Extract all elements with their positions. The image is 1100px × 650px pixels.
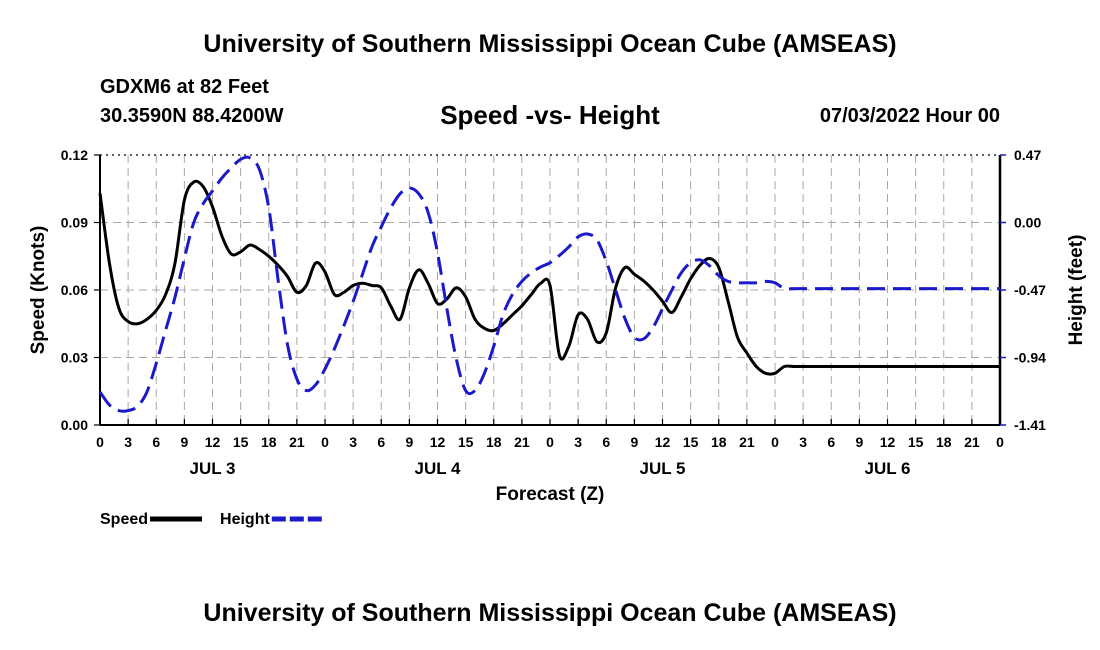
y-axis-title: Speed (Knots) [28,226,49,355]
x-tick-label: 21 [964,434,980,450]
chart-subtitle: Speed -vs- Height [440,100,660,130]
y2-axis-title: Height (feet) [1066,235,1087,346]
y2-tick-label: -1.41 [1014,417,1046,433]
x-tick-label: 21 [739,434,755,450]
x-tick-label: 9 [405,434,413,450]
y-tick-label: 0.12 [61,147,88,163]
x-tick-label: 0 [546,434,554,450]
day-label: JUL 5 [640,459,686,478]
y-tick-label: 0.06 [61,282,88,298]
run-time: 07/03/2022 Hour 00 [819,105,1000,127]
x-tick-label: 3 [574,434,582,450]
station-coords: 30.3590N 88.4200W [100,105,284,127]
day-label: JUL 3 [190,459,236,478]
series-line-height [98,155,1000,413]
x-tick-label: 0 [771,434,779,450]
y-tick-label: 0.03 [61,350,88,366]
x-tick-label: 15 [683,434,699,450]
x-tick-label: 18 [486,434,502,450]
x-tick-label: 9 [180,434,188,450]
x-tick-label: 15 [908,434,924,450]
main-title: University of Southern Mississippi Ocean… [203,30,897,58]
legend-label-height: Height [220,511,270,528]
y2-tick-label: 0.47 [1014,147,1041,163]
x-tick-label: 9 [630,434,638,450]
x-tick-label: 6 [827,434,835,450]
x-tick-label: 18 [711,434,727,450]
y-tick-label: 0.00 [61,417,88,433]
y2-tick-label: -0.47 [1014,282,1046,298]
x-tick-label: 18 [936,434,952,450]
day-label: JUL 4 [415,459,462,478]
x-tick-label: 12 [205,434,221,450]
x-tick-label: 15 [233,434,249,450]
x-tick-label: 9 [855,434,863,450]
station-label: GDXM6 at 82 Feet [100,76,269,98]
x-tick-label: 0 [96,434,104,450]
x-tick-label: 21 [289,434,305,450]
x-tick-label: 0 [321,434,329,450]
grid-layer [100,155,1000,425]
x-tick-label: 0 [996,434,1004,450]
footer-title: University of Southern Mississippi Ocean… [203,599,897,627]
x-tick-label: 12 [880,434,896,450]
legend-label-speed: Speed [100,511,148,528]
day-label: JUL 6 [865,459,911,478]
y2-tick-label: -0.94 [1014,350,1046,366]
x-tick-label: 3 [799,434,807,450]
x-axis-title: Forecast (Z) [496,484,605,505]
x-tick-label: 21 [514,434,530,450]
x-tick-label: 6 [152,434,160,450]
y-tick-label: 0.09 [61,215,88,231]
x-tick-label: 6 [377,434,385,450]
x-tick-label: 6 [602,434,610,450]
series-layer [98,155,1000,413]
x-tick-label: 12 [430,434,446,450]
x-tick-label: 3 [124,434,132,450]
labels-layer: 0 3 6 9 12 15 18 21 0 3 6 9 12 15 18 21 0 3 6 9 12 15 18 21 0 3 6 9… [28,147,1087,528]
x-tick-label: 3 [349,434,357,450]
y2-tick-label: 0.00 [1014,215,1041,231]
series-line-speed [98,179,1000,376]
x-tick-label: 15 [458,434,474,450]
x-tick-label: 12 [655,434,671,450]
x-tick-label: 18 [261,434,277,450]
